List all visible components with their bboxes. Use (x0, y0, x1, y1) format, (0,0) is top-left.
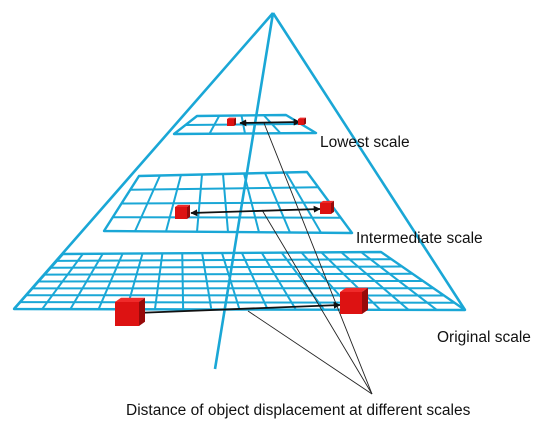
displacement-arrow (239, 118, 301, 127)
grid-line-horizontal (44, 272, 413, 276)
grid-line-horizontal (130, 186, 319, 191)
label-intermediate-scale: Intermediate scale (356, 230, 483, 247)
displacement-arrow (135, 301, 341, 317)
leader-line (263, 122, 373, 395)
label-original-scale: Original scale (437, 329, 531, 346)
object-cube (298, 117, 306, 125)
object-cube (340, 287, 368, 314)
object-cube (320, 200, 334, 214)
grid-original-scale (12, 250, 467, 312)
object-cube (115, 297, 145, 326)
caption: Distance of object displacement at diffe… (126, 402, 471, 419)
grid-line-horizontal (38, 280, 424, 283)
grid-line-horizontal (121, 201, 330, 205)
grid-line-horizontal (185, 123, 302, 126)
pyramid-edges (13, 12, 467, 370)
object-cube (175, 204, 190, 219)
pyramid-edge (271, 12, 467, 311)
displacement-arrows (135, 118, 341, 317)
objects (115, 117, 368, 326)
grid-line-horizontal (112, 216, 341, 219)
grid-outline (12, 250, 467, 312)
grid-lowest-scale (172, 113, 318, 136)
grid-line-horizontal (56, 258, 392, 262)
grid-line-horizontal (50, 265, 403, 269)
label-lowest-scale: Lowest scale (320, 134, 410, 151)
grid-intermediate-scale (102, 170, 354, 235)
leader-line (247, 310, 373, 395)
grid-line-horizontal (20, 301, 455, 304)
grid-outline (102, 170, 354, 235)
displacement-arrow (190, 205, 321, 217)
object-cube (227, 117, 236, 126)
grid-outline (172, 113, 318, 136)
